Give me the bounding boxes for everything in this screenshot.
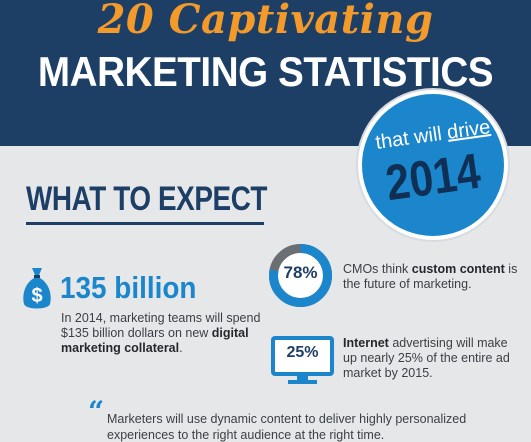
money-stat-text: In 2014, marketing teams will spend $135… (61, 311, 261, 355)
quote-text: Marketers will use dynamic content to de… (107, 412, 467, 442)
cmo-stat-bold: custom content (411, 262, 505, 276)
money-bag-icon: $ (23, 268, 51, 309)
internet-percent-label: 25% (286, 344, 319, 361)
internet-stat-bold: Internet (343, 336, 389, 350)
svg-text:$: $ (31, 285, 42, 307)
donut-chart-icon (269, 244, 332, 307)
quote-icon: “ (88, 395, 105, 428)
section-underline (26, 222, 264, 225)
cmo-stat-text: CMOs think custom content is the future … (343, 262, 518, 291)
money-stat-value: 135 billion (60, 270, 197, 305)
cmo-percent-label: 78% (283, 263, 318, 282)
internet-stat-text: Internet advertising will make up nearly… (343, 336, 510, 380)
monitor-icon (271, 336, 334, 384)
money-stat-bold: digital marketing collateral (61, 326, 249, 355)
script-title: 20 Captivating (97, 0, 434, 43)
main-title: MARKETING STATISTICS (37, 48, 494, 95)
header-banner: 20 Captivating MARKETING STATISTICS (0, 0, 531, 146)
year-badge: that will drive 2014 (358, 90, 508, 240)
section-heading: WHAT TO EXPECT (26, 180, 268, 218)
